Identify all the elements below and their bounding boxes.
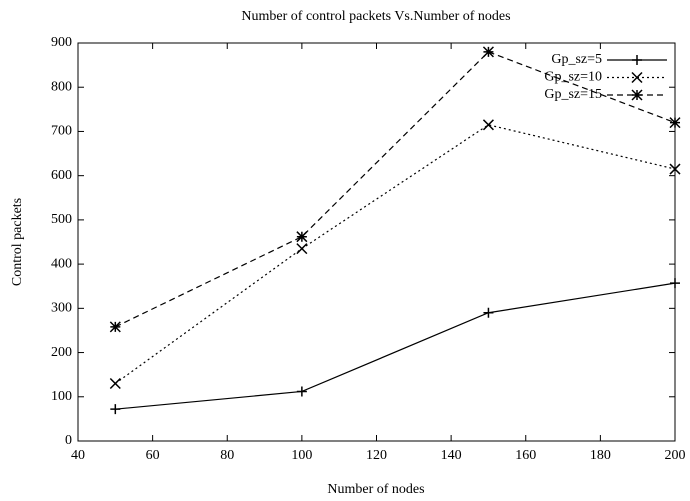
y-tick-label: 200 — [51, 345, 72, 360]
point-marker — [110, 404, 121, 415]
legend-label: Gp_sz=15 — [544, 87, 602, 102]
x-tick-label: 60 — [146, 448, 160, 463]
y-tick-label: 0 — [65, 433, 72, 448]
y-tick-label: 400 — [51, 256, 72, 271]
point-marker — [296, 386, 307, 397]
point-marker — [669, 163, 681, 175]
x-tick-label: 140 — [441, 448, 462, 463]
x-tick-label: 100 — [291, 448, 312, 463]
point-marker — [482, 46, 494, 58]
point-marker — [109, 377, 121, 390]
legend-label: Gp_sz=5 — [551, 52, 602, 67]
legend-marker — [632, 55, 642, 65]
series-line — [115, 282, 676, 410]
point-marker — [670, 278, 680, 289]
series-line — [114, 124, 676, 384]
y-tick-label: 700 — [51, 124, 72, 139]
x-tick-label: 120 — [366, 448, 387, 463]
legend-marker — [631, 89, 643, 101]
chart-title: Number of control packets Vs.Number of n… — [241, 9, 510, 24]
point-marker — [482, 119, 494, 131]
point-marker — [296, 231, 308, 243]
x-tick-label: 160 — [515, 448, 536, 463]
y-tick-label: 800 — [51, 79, 72, 94]
point-marker — [669, 117, 681, 129]
point-marker — [109, 321, 121, 333]
series-line — [115, 51, 676, 328]
x-tick-label: 200 — [665, 448, 686, 463]
x-tick-label: 80 — [220, 448, 234, 463]
y-tick-label: 900 — [51, 35, 72, 50]
legend-marker — [631, 71, 643, 84]
y-tick-label: 100 — [51, 389, 72, 404]
y-tick-label: 500 — [51, 212, 72, 227]
point-marker — [296, 243, 308, 255]
y-tick-label: 300 — [51, 301, 72, 316]
x-tick-label: 180 — [590, 448, 611, 463]
x-axis-label: Number of nodes — [327, 482, 424, 497]
legend-label: Gp_sz=10 — [544, 70, 602, 85]
y-axis-label: Control packets — [10, 198, 25, 286]
x-tick-label: 40 — [71, 448, 85, 463]
point-marker — [483, 307, 494, 318]
y-tick-label: 600 — [51, 168, 72, 183]
